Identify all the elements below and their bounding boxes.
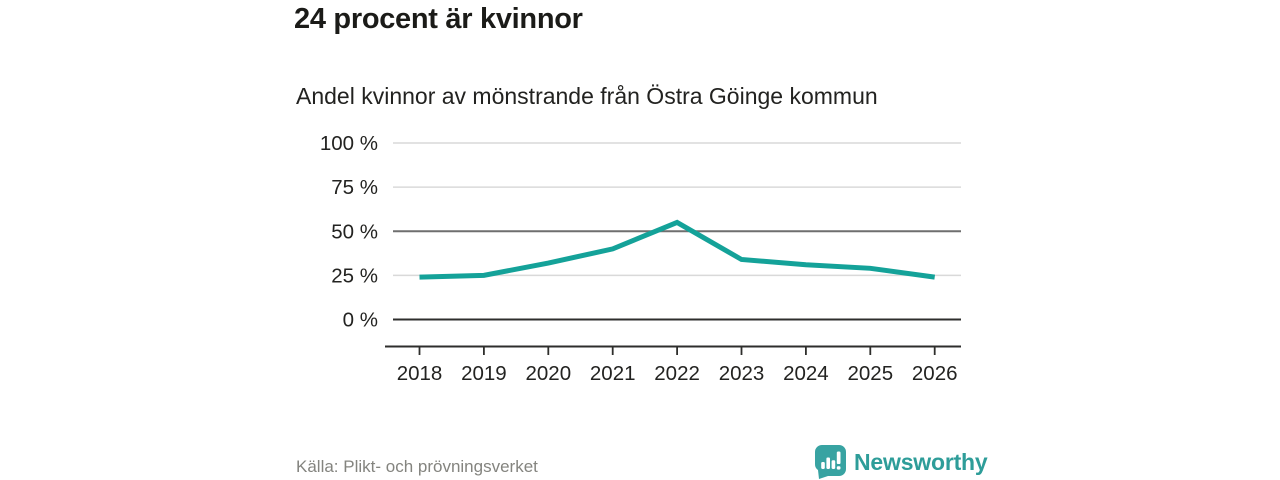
- x-tick-label: 2026: [912, 362, 958, 385]
- chart-subtitle: Andel kvinnor av mönstrande från Östra G…: [296, 83, 878, 109]
- data-line-andel-kvinnor-av-m-nstrande: [419, 219, 936, 280]
- x-tick-label: 2020: [525, 362, 571, 385]
- source-attribution: Källa: Plikt- och prövningsverket: [296, 457, 538, 476]
- y-tick-label: 50 %: [331, 220, 378, 243]
- x-tick-label: 2018: [397, 362, 443, 385]
- newsworthy-logo-icon: [814, 444, 847, 480]
- y-tick-label: 100 %: [320, 132, 378, 155]
- x-tick-label: 2025: [847, 362, 893, 385]
- x-tick-label: 2023: [719, 362, 765, 385]
- y-tick-label: 75 %: [331, 176, 378, 199]
- x-tick-label: 2022: [654, 362, 700, 385]
- x-tick-label: 2021: [590, 362, 636, 385]
- newsworthy-brand: Newsworthy: [814, 444, 988, 480]
- y-tick-label: 0 %: [343, 309, 378, 332]
- x-tick-label: 2019: [461, 362, 507, 385]
- page-title: 24 procent är kvinnor: [294, 3, 583, 35]
- x-tick-label: 2024: [783, 362, 829, 385]
- y-tick-label: 25 %: [331, 264, 378, 287]
- newsworthy-wordmark: Newsworthy: [854, 448, 988, 475]
